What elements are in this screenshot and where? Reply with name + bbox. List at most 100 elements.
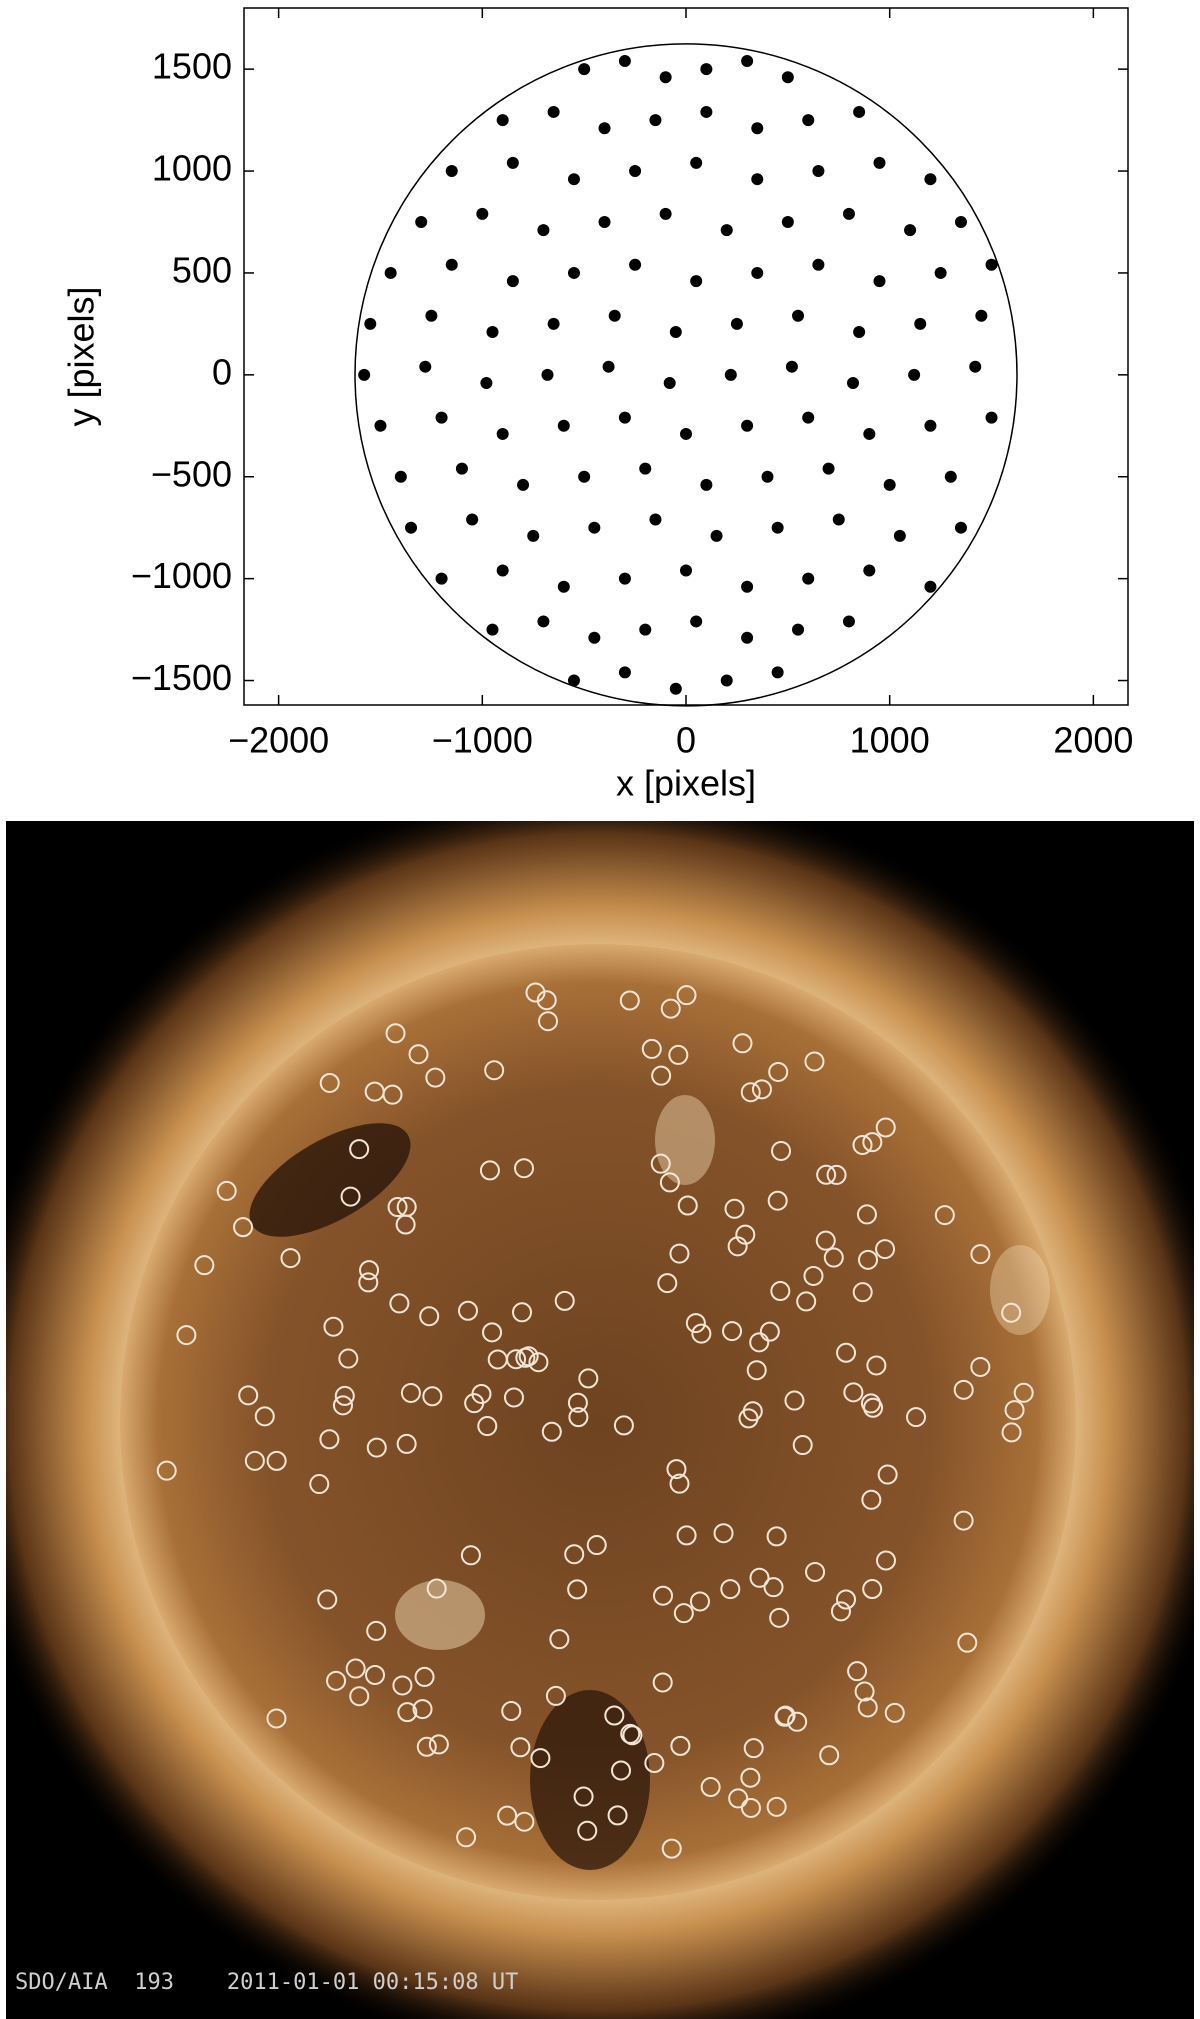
detection-circle — [607, 1805, 628, 1826]
detection-circle — [501, 1701, 522, 1721]
coronal-hole — [249, 1123, 411, 1237]
detection-circle — [538, 1011, 559, 1032]
point — [771, 521, 784, 534]
detection-circle — [487, 1349, 508, 1370]
detection-circle — [858, 1249, 879, 1270]
point — [969, 360, 982, 373]
detection-circle — [512, 1302, 533, 1323]
point — [853, 326, 866, 339]
point — [975, 309, 988, 322]
point — [669, 682, 682, 695]
detection-circle — [805, 1561, 826, 1582]
point — [476, 207, 489, 220]
detection-circle — [836, 1342, 857, 1363]
y-tick-label: −1500 — [131, 657, 232, 698]
detection-circle — [497, 1805, 518, 1826]
detection-circle — [541, 1421, 562, 1442]
detection-circle — [852, 1282, 873, 1303]
detection-circle — [426, 1578, 447, 1599]
detection-circle — [392, 1675, 413, 1696]
point — [944, 470, 957, 483]
detection-circle — [749, 1567, 770, 1588]
limb — [354, 43, 1018, 707]
detection-circle — [852, 1134, 873, 1155]
point — [415, 215, 428, 228]
point — [496, 114, 509, 127]
detection-circle — [843, 1382, 864, 1403]
point — [364, 317, 377, 330]
detection-circle — [769, 1607, 790, 1628]
x-tick-label: 2000 — [1053, 720, 1133, 761]
detection-circle — [763, 1577, 784, 1598]
detection-circle — [416, 1736, 437, 1757]
detection-circle — [554, 1290, 575, 1311]
detection-circle — [216, 1180, 237, 1201]
detection-circle — [319, 1429, 340, 1450]
detection-circle — [397, 1702, 418, 1723]
detection-circle — [428, 1734, 449, 1755]
detection-circle — [573, 1786, 594, 1807]
point — [557, 419, 570, 432]
detection-circle — [766, 1796, 787, 1817]
detection-circle — [677, 1195, 698, 1216]
detection-circle — [514, 1811, 535, 1832]
point — [629, 258, 642, 271]
detection-circle — [611, 1760, 632, 1781]
detection-circle — [414, 1666, 435, 1687]
detection-circle — [359, 1260, 380, 1281]
point — [537, 224, 550, 237]
point — [985, 258, 998, 271]
point — [893, 529, 906, 542]
point — [873, 275, 886, 288]
detection-circle — [564, 1544, 585, 1565]
detection-circle — [1001, 1302, 1022, 1323]
point — [812, 258, 825, 271]
detection-circle — [340, 1186, 361, 1207]
detection-circle — [906, 1407, 927, 1428]
detection-circle — [280, 1248, 301, 1269]
detection-circle — [759, 1321, 780, 1342]
detection-circle — [803, 1265, 824, 1286]
point — [618, 411, 631, 424]
detection-circle — [768, 1061, 789, 1082]
detection-circle — [641, 1038, 662, 1059]
x-tick-label: −1000 — [432, 720, 533, 761]
point — [690, 156, 703, 169]
detection-circle — [358, 1272, 379, 1293]
point — [985, 411, 998, 424]
detection-circle — [856, 1204, 877, 1225]
point — [741, 580, 754, 593]
detection-circle — [613, 1415, 634, 1436]
detection-circle — [953, 1379, 974, 1400]
detection-circle — [1004, 1400, 1025, 1421]
x-tick-label: −2000 — [228, 720, 329, 761]
point — [802, 114, 815, 127]
y-tick-label: 0 — [212, 351, 232, 392]
detection-circle — [244, 1450, 265, 1471]
detection-circle — [746, 1360, 767, 1381]
x-tick-label: 0 — [676, 720, 696, 761]
detection-circle — [713, 1523, 734, 1544]
detection-circle — [854, 1681, 875, 1702]
detection-circle — [567, 1392, 588, 1413]
detection-circle — [425, 1067, 446, 1088]
point — [700, 63, 713, 76]
detection-circle — [970, 1356, 991, 1377]
solar-image — [6, 821, 1194, 2019]
detection-circle — [326, 1670, 347, 1691]
detection-circle — [657, 1273, 678, 1294]
point — [506, 156, 519, 169]
point — [720, 674, 733, 687]
point — [557, 580, 570, 593]
detection-circle — [751, 1079, 772, 1100]
point — [914, 317, 927, 330]
detection-circle — [668, 1044, 689, 1065]
detection-circle — [722, 1321, 743, 1342]
detection-circle — [156, 1460, 177, 1481]
detection-circle — [334, 1385, 355, 1406]
detection-circle — [396, 1433, 417, 1454]
detection-circle — [689, 1591, 710, 1612]
point — [724, 368, 737, 381]
detection-circle — [419, 1306, 440, 1327]
